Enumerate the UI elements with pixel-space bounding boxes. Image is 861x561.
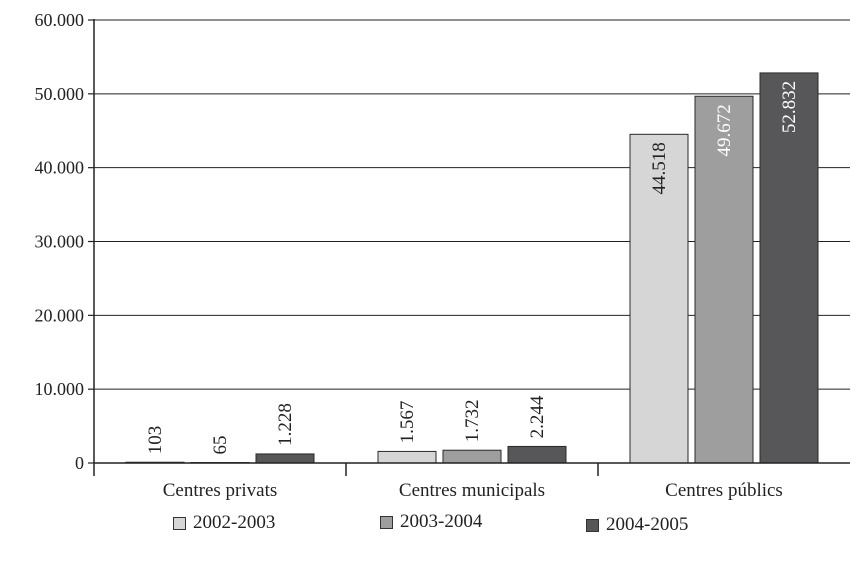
data-label: 44.518 (649, 142, 670, 194)
bar (377, 450, 437, 464)
y-tick-label: 50.000 (35, 84, 85, 104)
legend-label: 2004-2005 (606, 514, 689, 535)
x-category-label: Centres municipals (399, 480, 545, 501)
y-tick-label: 20.000 (35, 305, 85, 325)
legend-item: 2003-2004 (380, 511, 482, 533)
legend-swatch (173, 516, 186, 530)
legend: 2002-2003 2003-2004 2004-2005 (0, 511, 861, 542)
y-tick-label: 60.000 (35, 10, 85, 30)
data-label: 52.832 (779, 81, 800, 133)
data-label: 49.672 (714, 104, 735, 156)
data-label: 103 (145, 426, 166, 455)
bar (442, 449, 502, 464)
x-category-label: Centres privats (163, 480, 278, 501)
y-tick-label: 30.000 (35, 232, 85, 252)
y-tick-label: 0 (75, 453, 84, 473)
y-tick-label: 10.000 (35, 379, 85, 399)
y-tick-label: 40.000 (35, 158, 85, 178)
legend-swatch (380, 515, 393, 529)
legend-item: 2002-2003 (173, 512, 275, 534)
data-labels: 103 65 1.228 1.567 1.732 2.244 44.518 49.672 52.… (145, 81, 800, 455)
data-label: 65 (210, 436, 231, 455)
legend-swatch (586, 518, 599, 532)
data-label: 2.244 (527, 395, 548, 438)
x-category-label: Centres públics (665, 480, 783, 501)
data-label: 1.732 (462, 399, 483, 442)
legend-label: 2002-2003 (193, 512, 276, 533)
bar (694, 95, 754, 464)
axes: 0 10.000 20.000 30.000 40.000 50.000 60.000 Cen… (35, 10, 850, 501)
bar (507, 445, 567, 464)
bar (759, 72, 819, 464)
data-label: 1.228 (275, 403, 296, 446)
legend-item: 2004-2005 (586, 514, 688, 536)
data-label: 1.567 (397, 401, 418, 444)
legend-label: 2003-2004 (400, 511, 483, 532)
bar (255, 453, 315, 464)
